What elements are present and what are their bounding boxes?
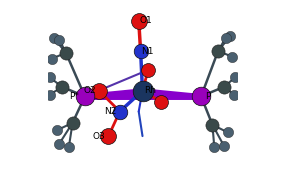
Point [106, 135, 111, 138]
Point [48, 76, 52, 79]
Point [228, 34, 233, 37]
Point [212, 146, 217, 149]
Point [57, 38, 62, 41]
Point [140, 89, 145, 92]
Text: O3: O3 [93, 132, 105, 141]
Text: Rh: Rh [144, 86, 156, 95]
Point [233, 76, 237, 79]
Text: P*: P* [70, 92, 80, 101]
Text: O1: O1 [140, 16, 152, 25]
Point [64, 51, 68, 54]
Point [70, 121, 75, 124]
Point [221, 144, 226, 147]
Point [83, 95, 87, 98]
Text: P: P [205, 92, 211, 101]
Text: O2: O2 [83, 86, 96, 95]
Point [138, 50, 143, 53]
Text: N2: N2 [104, 107, 117, 116]
Point [60, 85, 64, 88]
Point [225, 131, 230, 134]
Point [51, 36, 56, 39]
Point [117, 110, 122, 113]
Point [57, 142, 62, 145]
Point [199, 95, 203, 98]
Point [66, 146, 71, 149]
Point [97, 89, 101, 92]
Point [232, 93, 237, 96]
Point [54, 129, 59, 132]
Point [221, 85, 226, 88]
Point [48, 93, 52, 96]
Point [216, 50, 220, 53]
Point [210, 123, 215, 126]
Point [159, 101, 164, 104]
Text: N1: N1 [142, 46, 154, 56]
Point [137, 19, 141, 22]
Point [230, 55, 235, 58]
Point [223, 36, 228, 39]
Point [146, 68, 150, 71]
Point [50, 57, 54, 60]
